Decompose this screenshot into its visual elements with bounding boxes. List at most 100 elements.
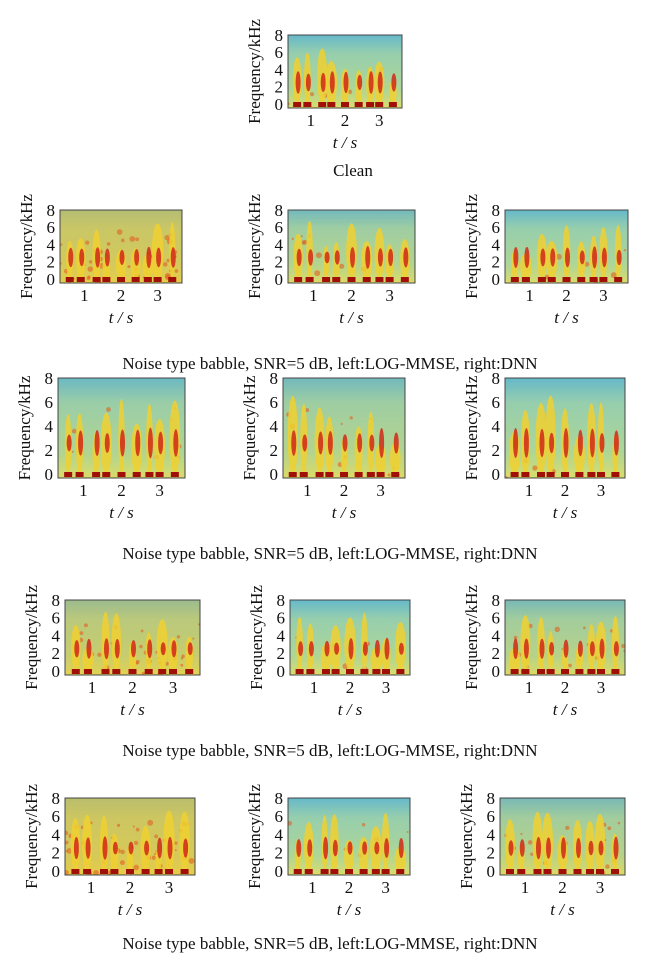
formant-red: [576, 837, 581, 859]
y-tick-label: 8: [492, 369, 501, 388]
formant-red: [357, 433, 363, 453]
formant-red: [347, 841, 353, 855]
formant-red: [523, 638, 529, 659]
low-band: [575, 669, 584, 674]
low-band: [376, 472, 385, 477]
formant-red: [403, 247, 409, 268]
formant-red: [160, 642, 166, 656]
low-band: [400, 277, 409, 282]
low-band: [573, 869, 582, 874]
low-band: [371, 869, 380, 874]
low-band: [359, 869, 368, 874]
formant-red: [134, 249, 140, 266]
plot-frame: [289, 599, 411, 676]
noise-speck: [387, 473, 391, 477]
noise-speck: [133, 840, 139, 846]
formant-red: [565, 247, 570, 268]
formant-red: [393, 432, 399, 454]
x-axis-label: t / s: [550, 900, 575, 919]
y-tick-label: 0: [492, 465, 501, 484]
spectrogram-image: [58, 378, 185, 478]
low-band: [304, 869, 313, 874]
plot-frame: [57, 377, 186, 479]
x-tick-label: 3: [596, 878, 605, 897]
low-band: [510, 277, 519, 282]
formant-red: [320, 72, 326, 93]
caption: Clean: [333, 161, 373, 180]
low-band: [293, 102, 302, 107]
formant-red: [513, 428, 519, 458]
noise-speck: [188, 858, 195, 864]
formant-red: [377, 248, 383, 267]
noise-speck: [166, 258, 170, 263]
y-tick-label: 8: [275, 26, 284, 45]
noise-speck: [121, 238, 125, 243]
plot-frame: [504, 599, 626, 676]
low-band: [100, 869, 108, 874]
low-band: [375, 102, 384, 107]
plot-frame: [504, 377, 626, 479]
low-band: [92, 277, 101, 282]
low-band: [112, 669, 121, 674]
y-tick-label: 2: [52, 844, 61, 863]
noise-speck: [554, 626, 560, 632]
low-band: [141, 869, 150, 874]
low-band: [385, 277, 394, 282]
plot-frame: [499, 797, 626, 876]
y-tick-label: 2: [52, 644, 61, 663]
low-band: [362, 277, 371, 282]
y-tick-label: 8: [47, 201, 56, 220]
low-band: [76, 277, 85, 282]
formant-red: [601, 247, 607, 268]
low-band: [331, 669, 340, 674]
low-band: [153, 277, 162, 282]
spectrogram: [288, 798, 410, 875]
x-tick-label: 3: [153, 286, 162, 305]
noise-speck: [513, 635, 518, 640]
formant-red: [119, 249, 125, 265]
formant-red: [157, 837, 163, 859]
y-tick-label: 6: [492, 609, 501, 628]
y-tick-label: 0: [275, 862, 284, 881]
plot-frame: [504, 209, 629, 284]
low-band: [360, 669, 369, 674]
x-tick-label: 2: [346, 678, 355, 697]
low-band: [322, 277, 331, 282]
y-tick-label: 6: [492, 393, 501, 412]
x-axis-label: t / s: [120, 700, 145, 719]
noise-speck: [120, 849, 125, 855]
low-band: [327, 102, 336, 107]
noise-speck: [106, 407, 111, 412]
y-tick-label: 4: [45, 417, 54, 436]
noise-speck: [116, 229, 123, 235]
spectrogram-image: [505, 210, 628, 283]
formant-red: [598, 840, 604, 856]
y-axis-label: Frequency/kHz: [462, 585, 481, 690]
low-band: [546, 472, 555, 477]
noise-speck: [65, 840, 69, 845]
noise-speck: [339, 263, 345, 269]
formant-red: [563, 428, 569, 458]
formant-red: [579, 250, 585, 265]
spectrogram-image: [500, 798, 625, 875]
x-tick-label: 3: [382, 678, 391, 697]
low-band: [558, 869, 567, 874]
low-band: [611, 472, 620, 477]
y-tick-label: 8: [487, 789, 496, 808]
noise-speck: [301, 240, 306, 245]
y-tick-label: 8: [45, 369, 54, 388]
low-band: [64, 472, 73, 477]
y-tick-label: 4: [275, 825, 284, 844]
y-tick-label: 2: [492, 644, 501, 663]
low-band: [293, 869, 302, 874]
formant-red: [348, 638, 354, 660]
noise-speck: [79, 631, 84, 636]
x-axis-label: t / s: [337, 900, 362, 919]
formant-red: [318, 431, 324, 455]
formant-red: [613, 836, 619, 860]
formant-red: [384, 838, 390, 858]
noise-speck: [291, 237, 294, 241]
low-band: [320, 869, 329, 874]
formant-red: [147, 639, 153, 659]
spectrogram-image: [288, 798, 410, 875]
